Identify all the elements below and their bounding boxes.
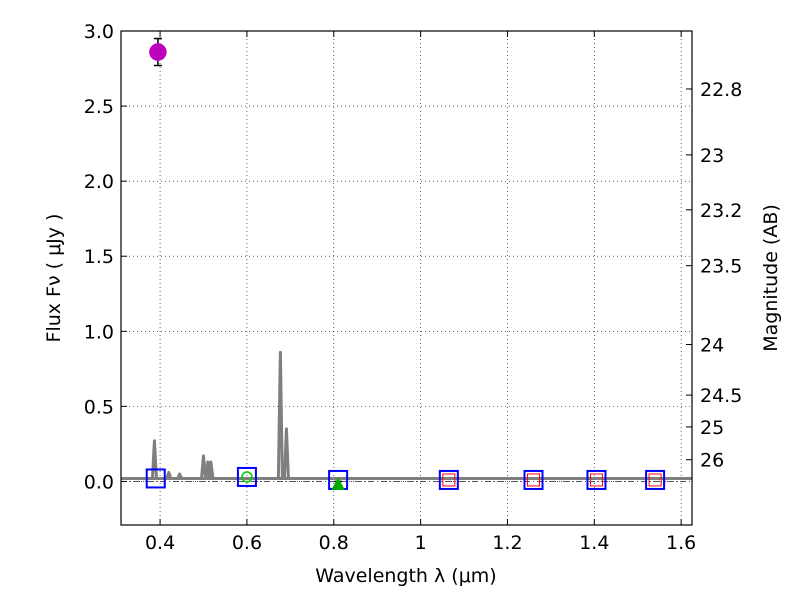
- y2-tick-label: 25: [700, 417, 724, 439]
- spectrum-line: [282, 427, 290, 479]
- markers-layer: [145, 37, 666, 490]
- ticks-layer: [121, 30, 692, 525]
- x-tick-label: 0.6: [232, 532, 262, 554]
- x-tick-label: 1.2: [492, 532, 522, 554]
- y-tick-label: 0.0: [84, 471, 114, 493]
- measured-point: [331, 477, 345, 490]
- upper-limit-marker: [527, 473, 541, 487]
- model-band-marker: [236, 466, 257, 487]
- detection-point: [149, 43, 167, 61]
- y-tick-label: 3.0: [84, 21, 114, 43]
- y-tick-label: 1.0: [84, 321, 114, 343]
- x-axis-label: Wavelength λ (μm): [315, 565, 496, 587]
- spectrum-line: [176, 472, 183, 480]
- spectrum-line: [276, 350, 284, 479]
- spectrum-line: [165, 470, 173, 479]
- y2-tick-label: 23.5: [700, 256, 742, 278]
- spectrum-line: [200, 454, 207, 479]
- y-axis-label: Flux Fν ( μJy ): [43, 214, 65, 343]
- y2-tick-label: 24: [700, 335, 724, 357]
- y-tick-label: 1.5: [84, 246, 114, 268]
- plot-frame: [120, 30, 693, 526]
- upper-limit-marker: [648, 473, 662, 487]
- y2-axis-label: Magnitude (AB): [760, 204, 782, 352]
- spectrum-line: [207, 460, 215, 479]
- x-tick-label: 0.8: [319, 532, 349, 554]
- y-tick-label: 2.5: [84, 96, 114, 118]
- y2-tick-label: 23.2: [700, 200, 742, 222]
- y2-tick-label: 26: [700, 450, 724, 472]
- upper-limit-marker: [589, 473, 603, 487]
- x-tick-label: 1.4: [579, 532, 609, 554]
- limit-point: [241, 471, 253, 483]
- y-tick-label: 2.0: [84, 171, 114, 193]
- x-tick-label: 1.6: [666, 532, 696, 554]
- y2-tick-label: 23: [700, 145, 724, 167]
- spectrum-layer: [121, 350, 692, 480]
- x-tick-label: 1: [415, 532, 427, 554]
- model-band-marker: [586, 469, 607, 490]
- y2-tick-label: 22.8: [700, 79, 742, 101]
- model-band-marker: [438, 469, 459, 490]
- x-tick-label: 0.4: [145, 532, 175, 554]
- model-band-marker: [145, 468, 166, 489]
- upper-limit-marker: [442, 473, 456, 487]
- spectrum-line: [150, 439, 158, 479]
- y-tick-label: 0.5: [84, 396, 114, 418]
- model-band-marker: [645, 469, 666, 490]
- tick-labels: 0.4 0.6 0.8 1 1.2 1.4 1.6 0.0 0.5 1.0 1.5 2.0 2.5 3.0…: [84, 21, 743, 554]
- y2-tick-label: 24.5: [700, 385, 742, 407]
- model-band-marker: [523, 469, 544, 490]
